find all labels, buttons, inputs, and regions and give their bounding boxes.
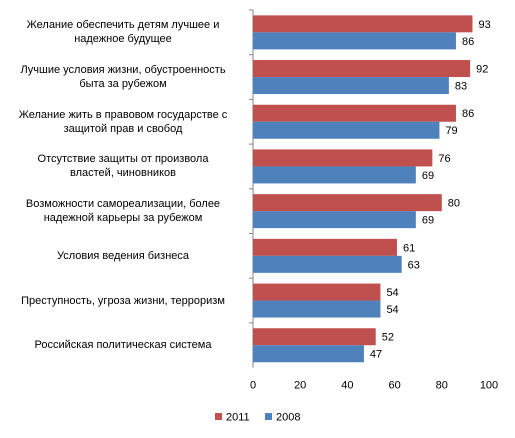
category-label: Желание обеспечить детям лучшее и надежн… xyxy=(26,19,220,46)
bar xyxy=(253,15,473,33)
bar xyxy=(253,60,471,78)
value-label: 69 xyxy=(422,170,434,182)
value-label: 92 xyxy=(476,63,488,75)
value-label: 61 xyxy=(403,242,415,254)
value-label: 52 xyxy=(382,332,394,344)
value-label: 79 xyxy=(445,125,457,137)
value-label: 54 xyxy=(386,287,398,299)
value-label: 54 xyxy=(386,304,398,316)
bar xyxy=(253,104,456,122)
value-label: 76 xyxy=(438,153,450,165)
value-label: 69 xyxy=(422,215,434,227)
category-label: Преступность, угроза жизни, терроризм xyxy=(21,294,225,307)
x-tick-label: 40 xyxy=(341,380,353,392)
category-label: Желание жить в правовом государстве с за… xyxy=(18,108,228,135)
value-label: 80 xyxy=(448,198,460,210)
bar xyxy=(253,121,440,139)
value-label: 83 xyxy=(455,80,467,92)
value-label: 86 xyxy=(462,36,474,48)
category-label: Возможности самореализации, более надежн… xyxy=(25,198,221,225)
category-label: Отсутствие защиты от произвола властей, … xyxy=(37,153,209,180)
x-tick-label: 0 xyxy=(250,380,256,392)
bar xyxy=(253,328,376,346)
legend-label: 2008 xyxy=(276,411,300,423)
x-tick-label: 60 xyxy=(388,380,400,392)
value-label: 63 xyxy=(408,259,420,271)
value-label: 86 xyxy=(462,108,474,120)
bar xyxy=(253,211,416,229)
x-tick-label: 80 xyxy=(436,380,448,392)
bar xyxy=(253,166,416,184)
x-tick-label: 20 xyxy=(294,380,306,392)
x-tick-label: 100 xyxy=(480,380,498,392)
bar xyxy=(253,255,402,273)
legend-label: 2011 xyxy=(226,411,250,423)
bar xyxy=(253,300,381,318)
bar xyxy=(253,238,397,256)
category-label: Лучшие условия жизни, обустроенность быт… xyxy=(20,64,226,91)
bar xyxy=(253,283,381,301)
bar xyxy=(253,194,442,212)
category-label: Российская политическая система xyxy=(34,339,212,352)
value-label: 93 xyxy=(478,19,490,31)
category-label: Условия ведения бизнеса xyxy=(56,249,190,262)
bar xyxy=(253,32,456,50)
bar xyxy=(253,345,364,363)
legend-swatch xyxy=(265,413,272,420)
bar xyxy=(253,77,449,95)
legend-swatch xyxy=(215,413,222,420)
value-label: 47 xyxy=(370,349,382,361)
bar xyxy=(253,149,433,167)
